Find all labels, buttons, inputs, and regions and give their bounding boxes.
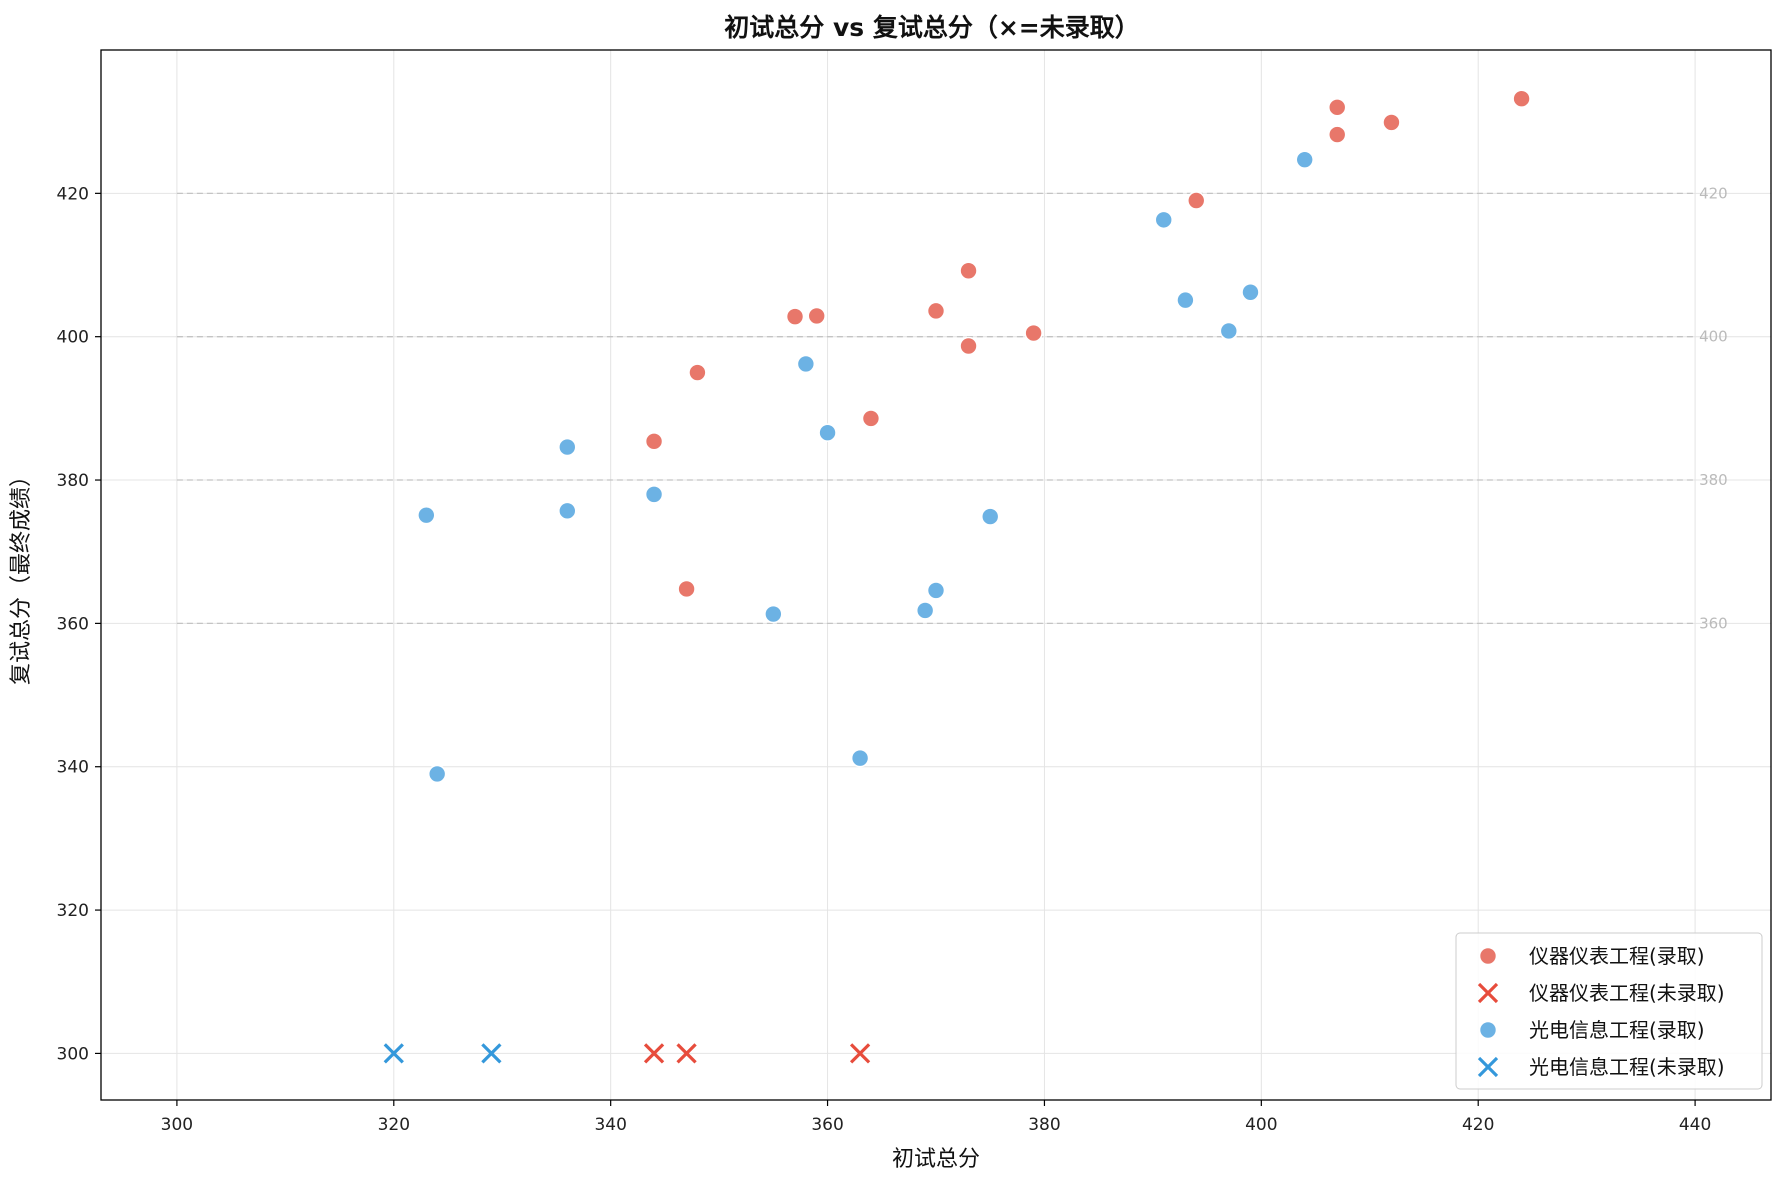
data-point: [1241, 282, 1260, 302]
x-tick-label: 440: [1679, 1115, 1711, 1135]
reference-line-label: 360: [1699, 614, 1728, 632]
data-point: [557, 437, 577, 457]
data-point: [959, 336, 978, 356]
data-point: [764, 604, 783, 624]
x-tick-label: 320: [378, 1115, 410, 1135]
x-marker-stroke: [383, 1043, 404, 1064]
legend-label: 仪器仪表工程(未录取): [1529, 981, 1725, 1005]
x-tick-label: 300: [161, 1115, 193, 1135]
data-point: [1295, 150, 1315, 169]
x-tick-label: 360: [811, 1115, 843, 1135]
grid: [101, 50, 1771, 1100]
y-tick-label: 320: [57, 901, 89, 921]
x-axis-title: 初试总分: [892, 1147, 980, 1172]
x-marker-stroke: [643, 1043, 665, 1064]
legend-box: [1455, 932, 1763, 1090]
y-tick-label: 400: [57, 328, 89, 348]
data-point: [644, 485, 664, 504]
data-point: [644, 432, 664, 451]
reference-lines: 360 380 400 420: [176, 184, 1728, 632]
y-tick-label: 360: [57, 614, 89, 634]
legend-marker: [1477, 1056, 1499, 1078]
data-point-x: [383, 1043, 404, 1064]
reference-line-label: 420: [1699, 184, 1728, 202]
x-tick-label: 420: [1462, 1115, 1494, 1135]
data-point: [1327, 98, 1347, 117]
data-point: [1382, 113, 1401, 132]
data-point: [796, 354, 816, 374]
data-point-x: [676, 1043, 697, 1064]
x-tick-label: 380: [1028, 1115, 1060, 1135]
data-point: [926, 301, 946, 321]
legend-label: 光电信息工程(未录取): [1529, 1055, 1725, 1079]
axes: 300 320 340 360 380 400 420 440 300 320 340 360 380 4…: [57, 184, 1712, 1135]
legend-label: 光电信息工程(录取): [1529, 1018, 1705, 1042]
y-tick-label: 420: [57, 184, 89, 204]
y-axis-title: 复试总分（最终成绩）: [9, 465, 34, 685]
data-point-x: [849, 1043, 871, 1064]
data-point: [818, 423, 837, 443]
data-point: [1327, 125, 1347, 144]
data-point: [1512, 89, 1531, 109]
y-tick-label: 300: [57, 1044, 89, 1064]
data-point-x: [643, 1043, 665, 1064]
data-point-x: [481, 1043, 502, 1064]
x-tick-label: 340: [594, 1115, 626, 1135]
x-tick-label: 400: [1245, 1115, 1277, 1135]
legend-marker: [1478, 1020, 1498, 1040]
x-marker-stroke: [676, 1043, 697, 1064]
data-points: [383, 89, 1531, 1064]
data-point: [1186, 191, 1206, 210]
data-point: [677, 579, 696, 599]
data-point: [926, 581, 946, 600]
legend: 仪器仪表工程(录取) 仪器仪表工程(未录取) 光电信息工程(录取) 光电信息工程(未录…: [1455, 932, 1763, 1090]
data-point: [980, 507, 1000, 526]
data-point: [417, 505, 436, 525]
data-point: [915, 601, 935, 620]
data-point: [785, 307, 805, 326]
legend-marker: [1477, 982, 1499, 1004]
y-tick-label: 340: [57, 758, 89, 778]
data-point: [688, 363, 707, 382]
y-tick-label: 380: [57, 471, 89, 491]
x-marker-stroke: [1477, 982, 1499, 1004]
plot-area-frame: [100, 49, 1772, 1101]
chart-title: 初试总分 vs 复试总分（×=未录取）: [724, 13, 1139, 42]
data-point: [1219, 321, 1239, 341]
data-point: [1024, 323, 1043, 343]
legend-marker: [1478, 946, 1498, 966]
data-point: [1176, 290, 1195, 310]
reference-line-label: 400: [1699, 328, 1728, 346]
legend-label: 仪器仪表工程(录取): [1529, 944, 1705, 968]
data-point: [861, 409, 881, 428]
data-point: [427, 764, 447, 784]
data-point: [850, 748, 870, 768]
x-marker-stroke: [481, 1043, 502, 1064]
data-point: [959, 261, 978, 281]
x-marker-stroke: [1477, 1056, 1499, 1078]
data-point: [807, 306, 827, 326]
data-point: [1154, 210, 1174, 230]
data-point: [557, 501, 577, 521]
x-marker-stroke: [849, 1043, 871, 1064]
reference-line-label: 380: [1699, 471, 1728, 489]
